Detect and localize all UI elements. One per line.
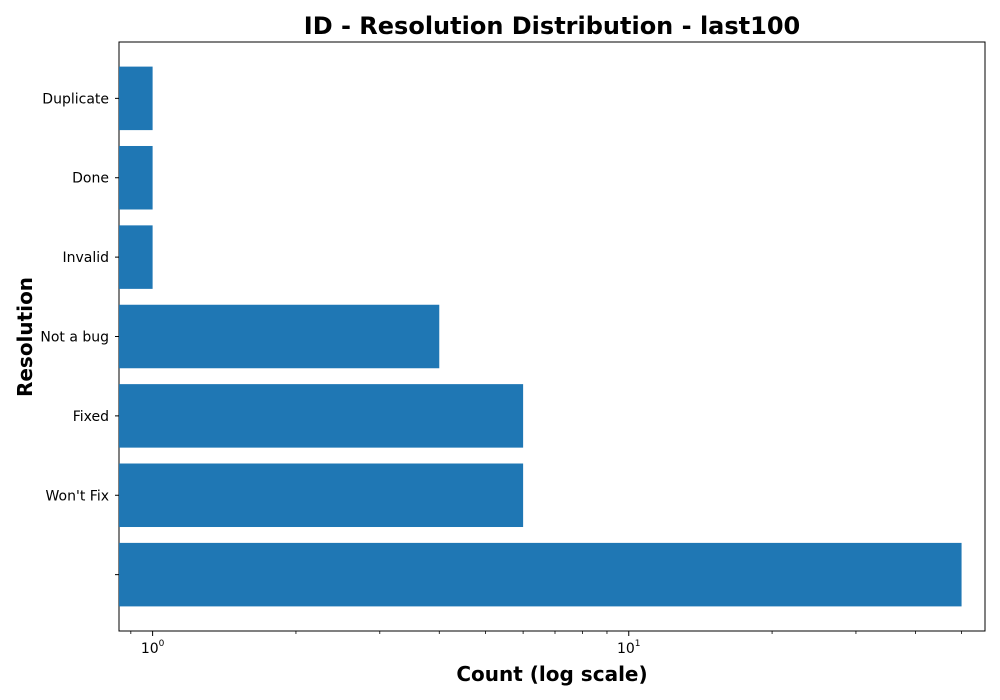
y-tick-label: Duplicate (42, 91, 109, 107)
y-tick-label: Invalid (62, 250, 109, 266)
bar (119, 384, 524, 448)
y-tick-label: Not a bug (40, 330, 109, 346)
bar (119, 304, 440, 369)
bar (119, 66, 153, 131)
y-tick-label: Done (72, 171, 109, 187)
x-axis-label: Count (log scale) (456, 662, 647, 686)
y-ticks: Won't Fix Fixed Not a bug Invalid Done Duplic… (40, 91, 119, 576)
x-tick-label: 100 (141, 639, 165, 657)
chart-title: ID - Resolution Distribution - last100 (304, 12, 800, 40)
x-tick-label: 101 (617, 639, 641, 657)
bar (119, 145, 153, 210)
y-tick-label: Won't Fix (46, 488, 109, 504)
bar (119, 463, 524, 528)
bar (119, 225, 153, 289)
y-axis-label: Resolution (13, 277, 37, 397)
x-ticks: 100 101 (130, 631, 962, 657)
y-tick-label: Fixed (73, 409, 109, 425)
bars (119, 66, 962, 607)
bar (119, 542, 962, 607)
